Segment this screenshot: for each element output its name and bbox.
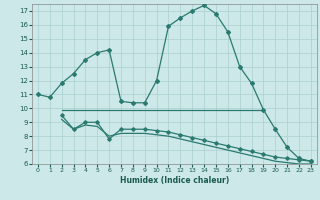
X-axis label: Humidex (Indice chaleur): Humidex (Indice chaleur) xyxy=(120,176,229,185)
